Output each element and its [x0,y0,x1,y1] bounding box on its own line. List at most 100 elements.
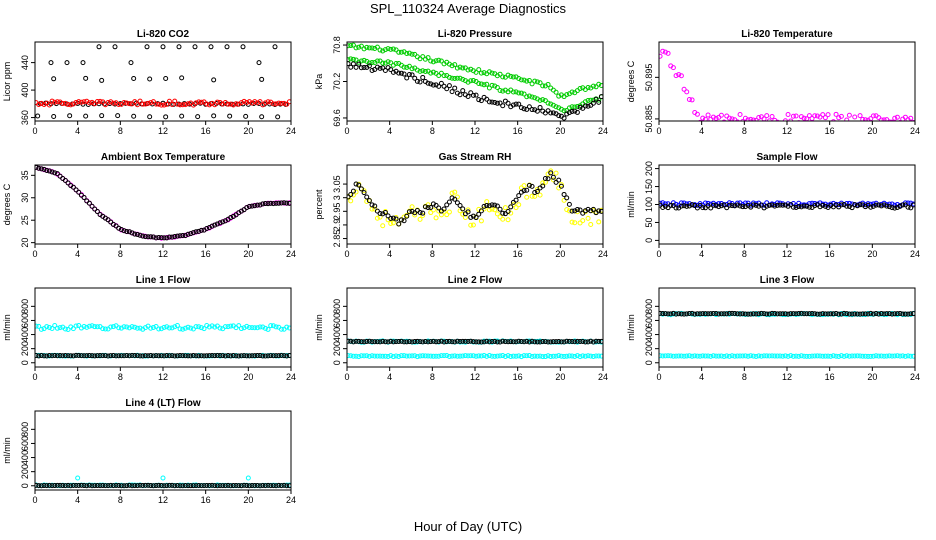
data-point [369,60,375,66]
data-point [89,203,95,209]
data-point [742,353,748,359]
y-tick-label: 360 [20,110,30,125]
data-point [870,113,876,119]
data-point [660,205,666,211]
data-point [156,482,162,488]
data-point [710,114,716,120]
data-point [420,339,426,345]
data-point [201,353,207,359]
data-point [516,193,522,199]
data-point [268,483,274,489]
data-point [713,353,719,359]
data-point [862,117,868,121]
data-point [561,353,567,359]
data-point [44,324,50,330]
data-point [452,196,458,202]
data-point [390,46,396,52]
data-point [158,353,164,359]
data-point [164,101,170,107]
data-point [486,203,492,209]
data-point [121,228,127,234]
data-point [734,311,740,317]
data-point [428,58,434,64]
y-axis-label: ml/min [2,314,12,341]
data-point [86,100,92,106]
data-point [732,203,738,209]
data-point [404,213,410,219]
data-point [196,99,202,105]
data-point [286,325,291,331]
data-point [433,58,439,64]
data-point [257,324,263,330]
data-point [347,194,351,200]
data-point [782,202,788,208]
data-point [446,338,452,344]
data-point [734,200,740,206]
data-point [81,99,87,105]
data-point [854,311,860,317]
data-point [681,311,687,317]
data-point [89,323,95,329]
data-point [670,65,676,71]
data-point [510,102,516,108]
data-point [62,100,68,106]
data-point [580,339,586,345]
data-point [660,48,666,54]
x-tick-label: 0 [344,126,349,136]
data-point [486,339,492,345]
data-point [908,311,914,317]
data-point [908,115,914,121]
data-point [49,169,55,175]
data-point [473,215,479,221]
data-point [244,323,250,329]
data-point [286,352,291,358]
data-point [577,207,583,213]
data-point [252,325,258,331]
data-point [236,483,242,489]
data-point [92,483,98,489]
data-point [548,339,554,345]
data-point [51,114,57,120]
x-tick-label: 4 [387,126,392,136]
data-point [468,222,474,228]
data-point [500,216,506,222]
data-point [468,78,474,84]
data-point [844,353,850,359]
data-point [478,70,484,76]
data-point [809,353,815,359]
figure-title: SPL_110324 Average Diagnostics [370,1,567,16]
data-point [585,98,591,104]
data-point [252,203,258,209]
data-point [556,177,562,183]
data-point [524,78,530,84]
data-point [449,63,455,69]
data-point [801,115,807,121]
data-point [347,353,351,359]
data-point [897,310,903,316]
data-point [716,311,722,317]
data-point [446,353,452,359]
data-point [852,202,858,208]
y-tick-label: 50.895 [644,64,654,92]
data-point [49,483,55,489]
data-point [724,205,730,211]
data-point [179,75,185,81]
data-point [254,353,260,359]
data-point [417,339,423,345]
data-point [596,81,602,87]
data-point [185,101,191,107]
data-point [905,353,911,359]
y-tick-label: 440 [20,55,30,70]
data-point [116,483,122,489]
data-point [476,80,482,86]
data-point [228,101,234,107]
data-point [347,61,351,67]
data-point [766,311,772,317]
data-point [780,353,786,359]
data-point [734,353,740,359]
data-point [276,200,282,206]
data-point [702,311,708,317]
data-point [836,311,842,317]
data-point [668,202,674,208]
data-point [500,210,506,216]
